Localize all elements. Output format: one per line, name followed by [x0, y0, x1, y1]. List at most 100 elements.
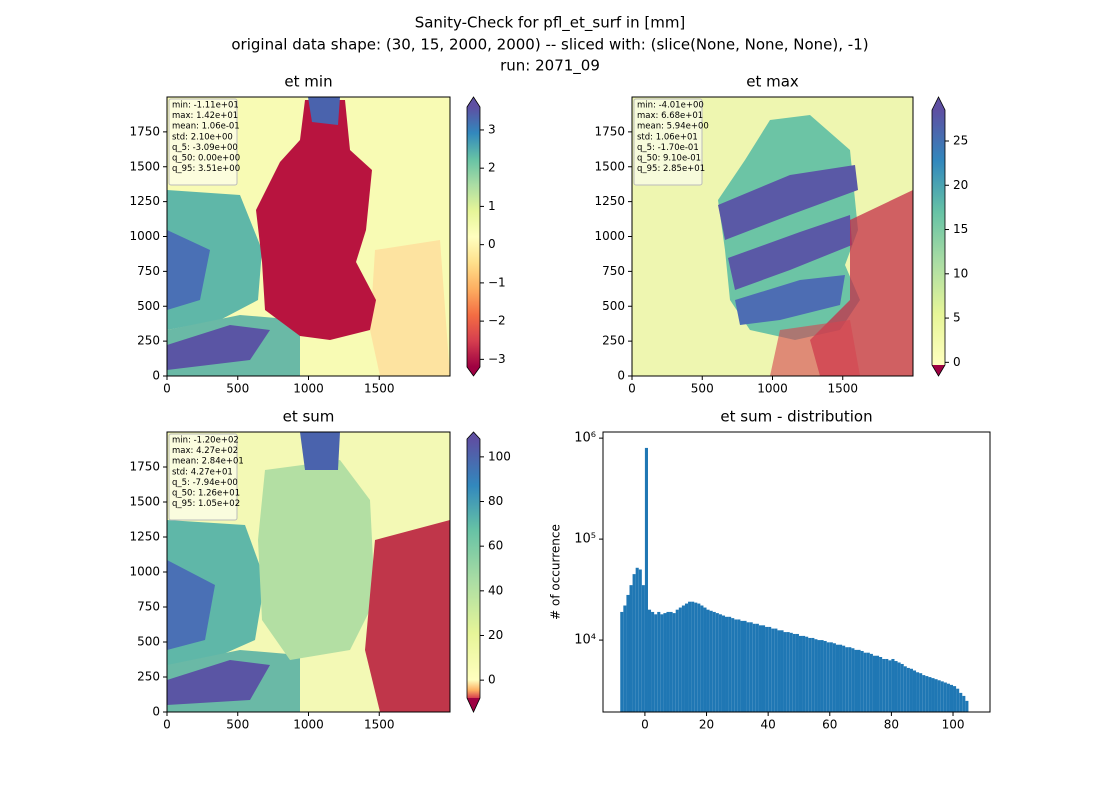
y-tick-label: 750 [137, 264, 160, 278]
bar [752, 623, 756, 712]
stats-line: max: 6.68e+01 [637, 111, 703, 121]
x-tick-label: 1000 [293, 382, 324, 396]
bar [654, 614, 658, 712]
colorbar-tick-label: 40 [488, 583, 503, 597]
stats-line: mean: 1.06e-01 [172, 122, 240, 132]
bar [848, 647, 852, 712]
bar [965, 700, 969, 712]
x-tick-label: 500 [226, 382, 249, 396]
stats-box [168, 98, 238, 186]
stats-line: q_95: 3.51e+00 [172, 164, 240, 174]
bar [697, 603, 701, 712]
x-tick-label: 100 [942, 718, 965, 732]
bar [737, 619, 741, 712]
bar [786, 632, 790, 712]
colorbar-extend [467, 698, 480, 712]
bar [620, 611, 624, 712]
figure-subtitle: original data shape: (30, 15, 2000, 2000… [231, 36, 868, 54]
bar [758, 625, 762, 712]
bar [894, 661, 898, 712]
bar [666, 611, 670, 712]
bar [820, 640, 824, 712]
bar [940, 681, 944, 712]
y-tick-label: 10⁵ [574, 532, 596, 547]
bar [875, 655, 880, 712]
bar [669, 611, 673, 712]
colorbar-tick-label: 15 [953, 222, 968, 236]
bar [823, 640, 827, 712]
x-tick-label: 60 [822, 718, 837, 732]
x-tick-label: 500 [691, 382, 714, 396]
bar [903, 666, 907, 712]
colorbar-extend [467, 97, 480, 107]
bar [946, 683, 950, 712]
bar [851, 648, 855, 712]
bar [798, 635, 803, 712]
colorbar-extend [467, 367, 480, 376]
bar [928, 677, 932, 712]
bar [626, 594, 630, 712]
bar [808, 637, 812, 712]
y-tick-label: 0 [617, 369, 625, 383]
colorbar-outline [466, 96, 481, 377]
y-tick-label: 1500 [129, 495, 160, 509]
bar [780, 630, 784, 712]
bar [802, 635, 806, 712]
bar [829, 642, 833, 712]
x-tick-label: 1500 [364, 382, 395, 396]
bar [882, 658, 886, 712]
bar [854, 649, 858, 712]
stats-line: q_95: 1.05e+02 [172, 499, 240, 509]
bar [832, 643, 836, 712]
colorbar-tick-label: 100 [488, 449, 511, 463]
stats-line: min: -1.20e+02 [172, 436, 239, 446]
stats-line: min: -4.01e+00 [637, 101, 704, 111]
bar [860, 650, 864, 712]
stats-line: max: 1.42e+01 [172, 111, 238, 121]
x-tick-label: 0 [641, 718, 649, 732]
bar [694, 602, 698, 712]
bar [712, 611, 716, 712]
bar [681, 605, 685, 712]
bar [925, 676, 929, 712]
bar [678, 607, 682, 712]
bar [916, 672, 920, 712]
x-tick-label: 0 [163, 718, 171, 732]
bar [891, 658, 895, 712]
colorbar-tick-label: 20 [953, 178, 968, 192]
bar [826, 642, 830, 712]
bar [863, 652, 867, 712]
bar [912, 670, 917, 712]
bar [703, 607, 707, 712]
bar [706, 609, 710, 712]
y-tick-label: 500 [602, 299, 625, 313]
x-tick-label: 1500 [364, 718, 395, 732]
colorbar-tick-label: 0 [953, 355, 961, 369]
bar [660, 614, 664, 712]
axes-title: et min [284, 73, 332, 91]
bar [777, 630, 781, 712]
colorbar-tick-label: 0 [488, 673, 496, 687]
bar [746, 622, 750, 712]
bar [949, 684, 954, 712]
heatmap-image [632, 97, 913, 376]
bar [638, 569, 642, 712]
axes-title: et sum - distribution [720, 408, 872, 426]
heatmap-image [167, 432, 450, 712]
bar [783, 632, 787, 712]
bar [623, 605, 627, 712]
bar [740, 620, 744, 712]
colorbar-tick-label: −1 [488, 275, 506, 289]
stats-line: mean: 5.94e+00 [637, 122, 709, 132]
stats-box [633, 98, 703, 186]
bar [774, 628, 778, 712]
bar [657, 611, 661, 712]
stats-line: q_95: 2.85e+01 [637, 164, 705, 174]
stats-line: q_5: -1.70e-01 [637, 143, 699, 153]
colorbar-tick-label: 80 [488, 494, 503, 508]
bar [888, 660, 892, 712]
bar [795, 633, 799, 712]
colorbar [467, 107, 480, 367]
bar [934, 679, 938, 712]
bar [651, 611, 655, 712]
